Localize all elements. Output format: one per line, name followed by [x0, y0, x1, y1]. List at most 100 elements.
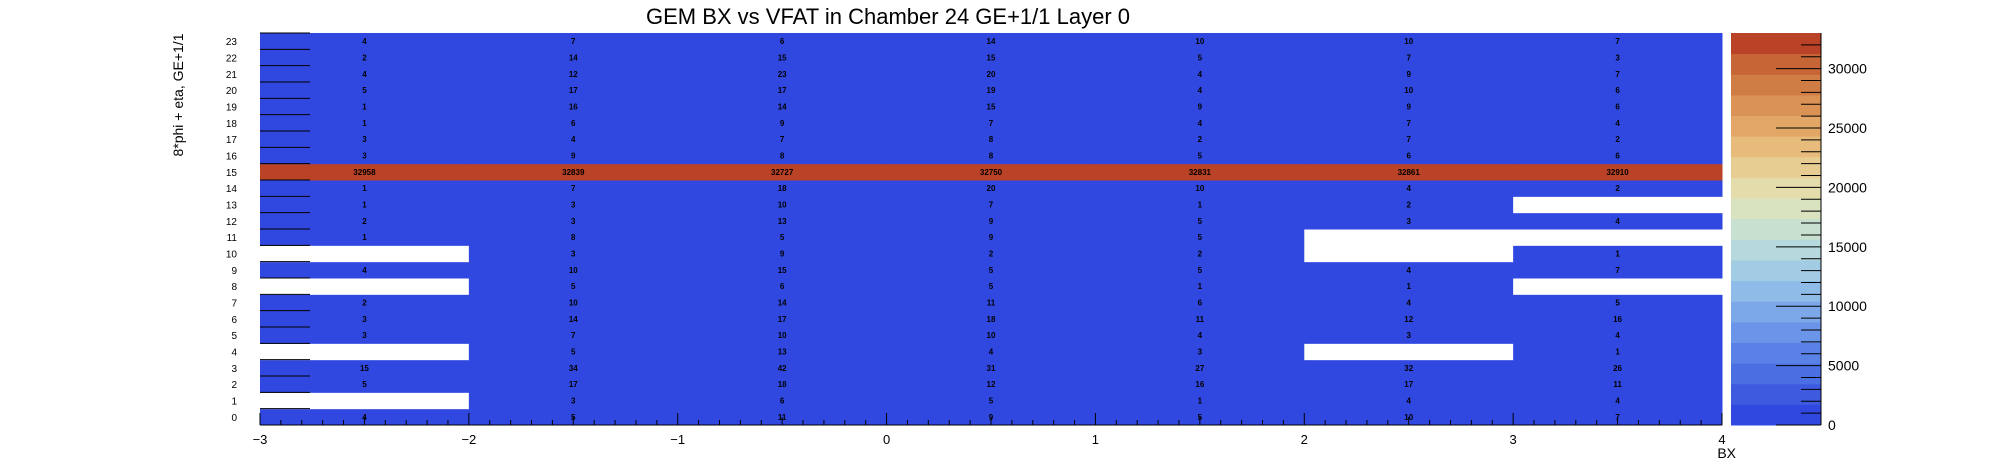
heatmap-cell: [1513, 359, 1723, 377]
cell-value-label: 9: [1406, 70, 1411, 79]
y-tick-label: 19: [226, 103, 238, 114]
x-axis-label: BX: [1717, 445, 1736, 461]
cell-value-label: 5: [362, 86, 367, 95]
cell-value-label: 42: [778, 364, 787, 373]
x-tick-label: 4: [1718, 432, 1725, 447]
heatmap-cell: [1095, 49, 1305, 67]
heatmap-cell: [1513, 82, 1723, 99]
heatmap-cell: [1513, 131, 1723, 148]
heatmap-cell: [886, 131, 1096, 148]
heatmap-cell: [260, 376, 470, 393]
colorbar-tick-label: 10000: [1828, 298, 1867, 314]
cell-value-label: 9: [571, 152, 576, 161]
colorbar-segment: [1731, 301, 1821, 323]
cell-value-label: 6: [1198, 299, 1203, 308]
x-tick-label: 0: [883, 432, 890, 447]
cell-value-label: 9: [989, 217, 994, 226]
heatmap-cell: [1304, 65, 1514, 83]
heatmap-cell: [886, 229, 1096, 246]
heatmap-cell: [468, 180, 679, 197]
heatmap-cell: [1304, 392, 1514, 410]
heatmap-cell: [1095, 212, 1305, 230]
heatmap-cell: [886, 163, 1096, 181]
colorbar-segment: [1731, 33, 1821, 55]
heatmap-cell: [1304, 82, 1514, 99]
cell-value-label: 6: [1406, 152, 1411, 161]
cell-value-label: 9: [780, 250, 785, 259]
cell-value-label: 5: [1198, 152, 1203, 161]
colorbar-segment: [1731, 74, 1821, 96]
heatmap-cell: [468, 343, 679, 361]
heatmap-cell: [886, 245, 1096, 263]
heatmap-cell: [677, 376, 888, 393]
heatmap-cell: [1513, 294, 1723, 312]
cell-value-label: 32: [1404, 364, 1413, 373]
cell-value-label: 11: [1196, 315, 1205, 324]
colorbar-segment: [1731, 239, 1821, 261]
cell-value-label: 1: [362, 103, 367, 112]
heatmap-cell: [677, 65, 888, 83]
cell-value-label: 10: [778, 201, 787, 210]
cell-value-label: 7: [1615, 266, 1620, 275]
cell-value-label: 3: [571, 201, 576, 210]
heatmap-cell: [260, 261, 470, 279]
heatmap-cell: [468, 98, 679, 116]
heatmap-cell: [886, 359, 1096, 377]
heatmap-cell: [1304, 310, 1514, 328]
y-tick-label: 2: [231, 380, 237, 391]
heatmap-cell: [468, 65, 679, 83]
cell-value-label: 4: [1406, 299, 1411, 308]
heatmap-cell: [1304, 261, 1514, 279]
heatmap-cell: [260, 65, 470, 83]
cell-value-label: 4: [1198, 119, 1203, 128]
heatmap-cell: [260, 278, 470, 295]
y-tick-label: 20: [226, 86, 238, 97]
cell-value-label: 5: [1198, 266, 1203, 275]
colorbar-segment: [1731, 156, 1821, 178]
heatmap-cell: [1095, 245, 1305, 263]
cell-value-label: 2: [1615, 184, 1620, 193]
cell-value-label: 10: [569, 266, 578, 275]
cell-value-label: 1: [362, 201, 367, 210]
cell-value-label: 2: [1198, 250, 1203, 259]
heatmap-cell: [468, 196, 679, 214]
y-tick-label: 16: [226, 152, 238, 163]
heatmap-cell: [468, 392, 679, 410]
cell-value-label: 9: [1198, 103, 1203, 112]
cell-value-label: 1: [362, 119, 367, 128]
y-tick-label: 11: [227, 233, 238, 244]
heatmap-cells: [260, 33, 1723, 426]
y-tick-label: 1: [231, 397, 237, 408]
heatmap-cell: [1304, 343, 1514, 361]
heatmap-cell: [1095, 131, 1305, 148]
cell-value-label: 4: [989, 348, 994, 357]
colorbar-tick-label: 15000: [1828, 239, 1867, 255]
cell-value-label: 27: [1195, 364, 1204, 373]
heatmap-cell: [677, 180, 888, 197]
cell-value-label: 5: [780, 233, 785, 242]
heatmap-cell: [1095, 33, 1305, 50]
heatmap-cell: [677, 147, 888, 165]
y-tick-label: 12: [226, 217, 238, 228]
heatmap-cell: [1513, 114, 1723, 132]
heatmap-cell: [1513, 229, 1723, 246]
y-tick-label: 5: [231, 331, 237, 342]
x-tick-label: −1: [670, 432, 685, 447]
colorbar-segment: [1731, 342, 1821, 364]
y-tick-label: 6: [231, 315, 237, 326]
y-tick-label: 17: [226, 135, 238, 146]
heatmap-cell: [468, 376, 679, 393]
cell-value-label: 7: [1406, 119, 1411, 128]
heatmap-cell: [1513, 392, 1723, 410]
cell-value-label: 17: [569, 86, 578, 95]
cell-value-label: 4: [362, 70, 367, 79]
cell-value-label: 1: [362, 184, 367, 193]
heatmap-cell: [1304, 294, 1514, 312]
cell-value-label: 6: [780, 37, 785, 46]
colorbar-segment: [1731, 280, 1821, 302]
heatmap-cell: [1304, 180, 1514, 197]
cell-value-label: 1: [362, 233, 367, 242]
cell-value-label: 12: [1404, 315, 1413, 324]
cell-value-label: 14: [778, 299, 787, 308]
cell-value-label: 32727: [771, 168, 794, 177]
